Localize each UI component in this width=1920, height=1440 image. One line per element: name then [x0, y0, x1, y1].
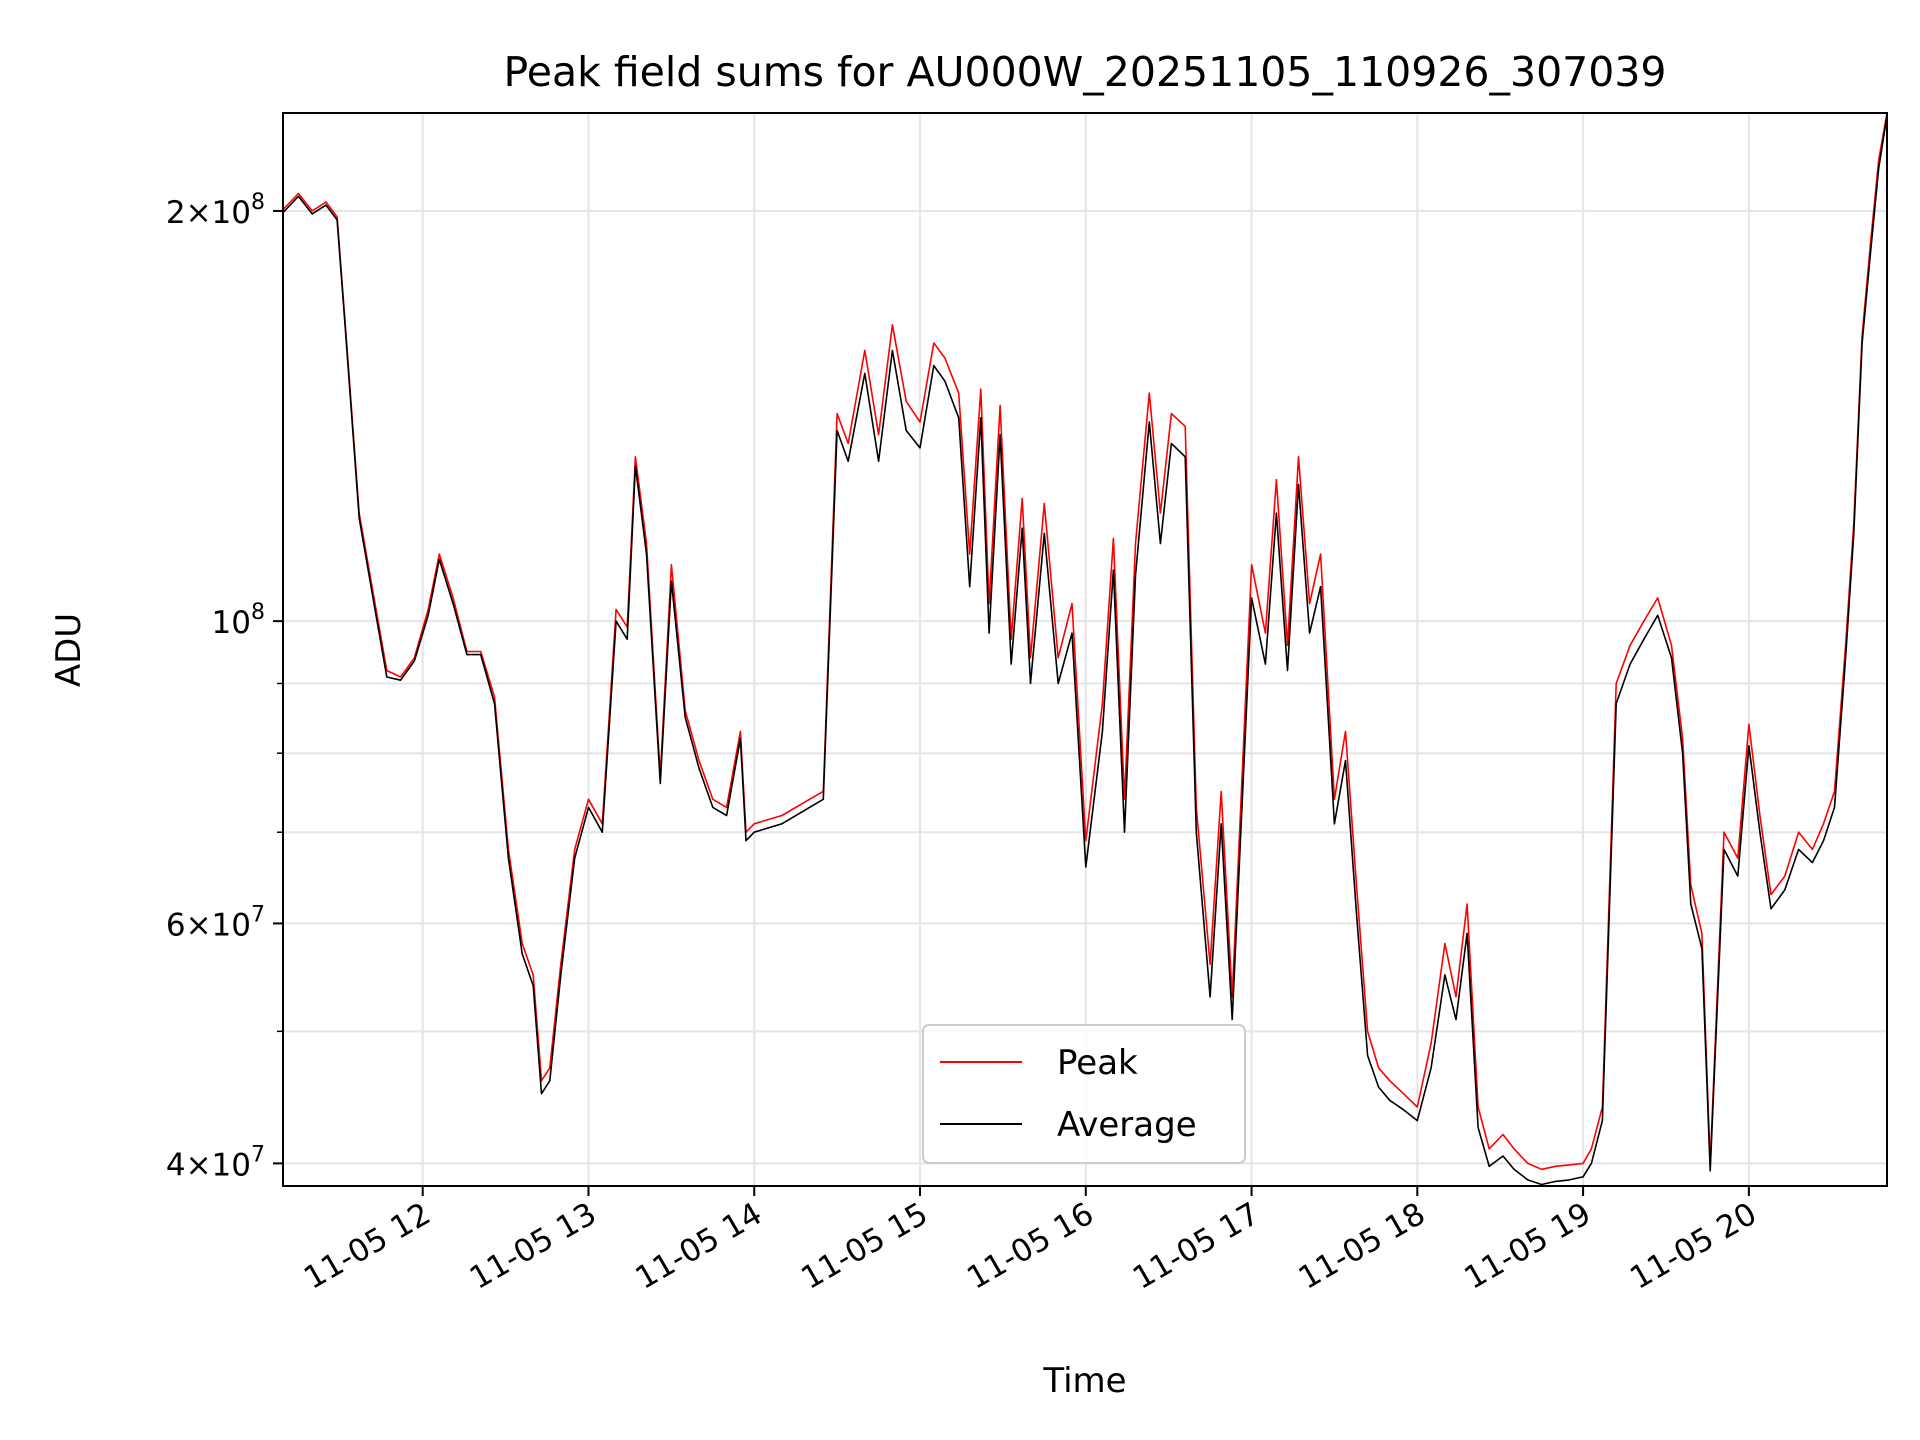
chart-title: Peak field sums for AU000W_20251105_1109… [503, 48, 1666, 96]
series-layer [283, 113, 1887, 1186]
y-tick-label: 4×107 [166, 1142, 265, 1183]
y-tick-label: 2×108 [166, 190, 265, 231]
y-axis-label: ADU [49, 613, 89, 687]
y-tick-label: 108 [212, 600, 265, 641]
legend-label-peak: Peak [1057, 1043, 1138, 1083]
legend-label-average: Average [1057, 1105, 1197, 1145]
legend-box [922, 1024, 1246, 1164]
series-line-peak [283, 113, 1887, 1171]
y-tick-label: 6×107 [166, 902, 265, 943]
x-axis-label: Time [1042, 1361, 1126, 1401]
legend: Peak Average [922, 1024, 1246, 1164]
series-line-average [283, 115, 1887, 1186]
grid-lines [283, 113, 1887, 1186]
y-axis-ticks: 4×107 6×107 108 2×108 [166, 190, 283, 1183]
